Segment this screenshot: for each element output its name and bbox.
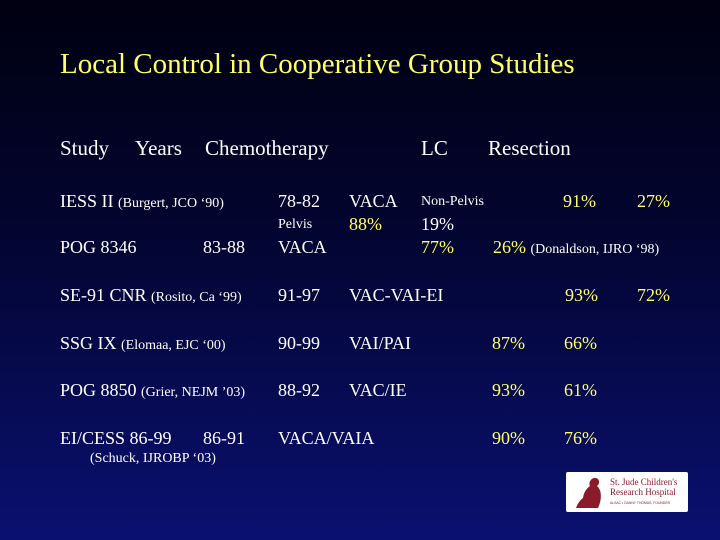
pog8850-chemo: VAC/IE — [349, 380, 407, 400]
study-name: SE-91 CNR — [60, 285, 147, 305]
pog8346-lc-b: 77% — [421, 237, 454, 257]
ssg-lc: 87% — [492, 333, 525, 353]
logo-tagline: ALSAC • DANNY THOMAS, FOUNDER — [610, 501, 671, 505]
header-chemotherapy: Chemotherapy — [205, 136, 329, 160]
site-pelvis: Pelvis — [278, 217, 313, 232]
eicess-lc: 90% — [492, 428, 525, 448]
pog8346-chemo: VACA — [278, 237, 327, 257]
eicess-resection: 76% — [564, 428, 597, 448]
pelvis-lc: 88% — [349, 214, 382, 234]
pog8850-resection: 61% — [564, 380, 597, 400]
ssg-years: 90-99 — [278, 333, 320, 353]
st-jude-logo: St. Jude Children's Research Hospital AL… — [566, 472, 688, 512]
citation: (Grier, NEJM ’03) — [141, 385, 246, 400]
citation: (Burgert, JCO ‘90) — [118, 196, 224, 211]
ssg-chemo: VAI/PAI — [349, 333, 412, 353]
pog8850-row: POG 8850 (Grier, NEJM ’03) — [60, 381, 245, 400]
se91-lc: 93% — [565, 285, 598, 305]
st-jude-logo-graphic: St. Jude Children's Research Hospital AL… — [576, 477, 678, 508]
iess-years: 78-82 — [278, 191, 320, 211]
pog8346-study: POG 8346 — [60, 237, 137, 257]
pog8346-resection-row: 26% (Donaldson, IJRO ‘98) — [493, 238, 659, 257]
resection-value: 26% — [493, 237, 526, 257]
se91-chemo: VAC-VAI-EI — [349, 285, 444, 305]
site-non-pelvis: Non-Pelvis — [421, 194, 484, 209]
iess-lc: 91% — [563, 191, 596, 211]
eicess-years: 86-91 — [203, 428, 245, 448]
header-years: Years — [135, 136, 182, 160]
study-name: IESS II — [60, 191, 114, 211]
header-study: Study — [60, 136, 110, 160]
ssg-resection: 66% — [564, 333, 597, 353]
eicess-citation: (Schuck, IJROBP ‘03) — [90, 451, 216, 466]
header-lc: LC — [421, 136, 448, 160]
ssg-row: SSG IX (Elomaa, EJC ‘00) — [60, 334, 226, 353]
iess-chemo: VACA — [349, 191, 398, 211]
se91-resection: 72% — [637, 285, 670, 305]
eicess-study: EI/CESS 86-99 — [60, 428, 172, 448]
pog8346-years: 83-88 — [203, 237, 245, 257]
study-name: SSG IX — [60, 333, 117, 353]
iess-row: IESS II (Burgert, JCO ‘90) — [60, 192, 224, 211]
eicess-chemo: VACA/VAIA — [278, 428, 375, 448]
citation: (Elomaa, EJC ‘00) — [121, 338, 226, 353]
citation: (Rosito, Ca ‘99) — [151, 290, 242, 305]
logo-line-2: Research Hospital — [610, 487, 676, 497]
iess-resection: 27% — [637, 191, 670, 211]
citation: (Donaldson, IJRO ‘98) — [530, 242, 660, 257]
page-title: Local Control in Cooperative Group Studi… — [60, 48, 575, 80]
se91-row: SE-91 CNR (Rosito, Ca ‘99) — [60, 286, 242, 305]
study-name: POG 8850 — [60, 380, 137, 400]
logo-line-1: St. Jude Children's — [610, 477, 678, 487]
pog8850-lc: 93% — [492, 380, 525, 400]
pog8346-lc-a: 19% — [421, 214, 454, 234]
pog8850-years: 88-92 — [278, 380, 320, 400]
se91-years: 91-97 — [278, 285, 320, 305]
header-resection: Resection — [488, 136, 571, 160]
